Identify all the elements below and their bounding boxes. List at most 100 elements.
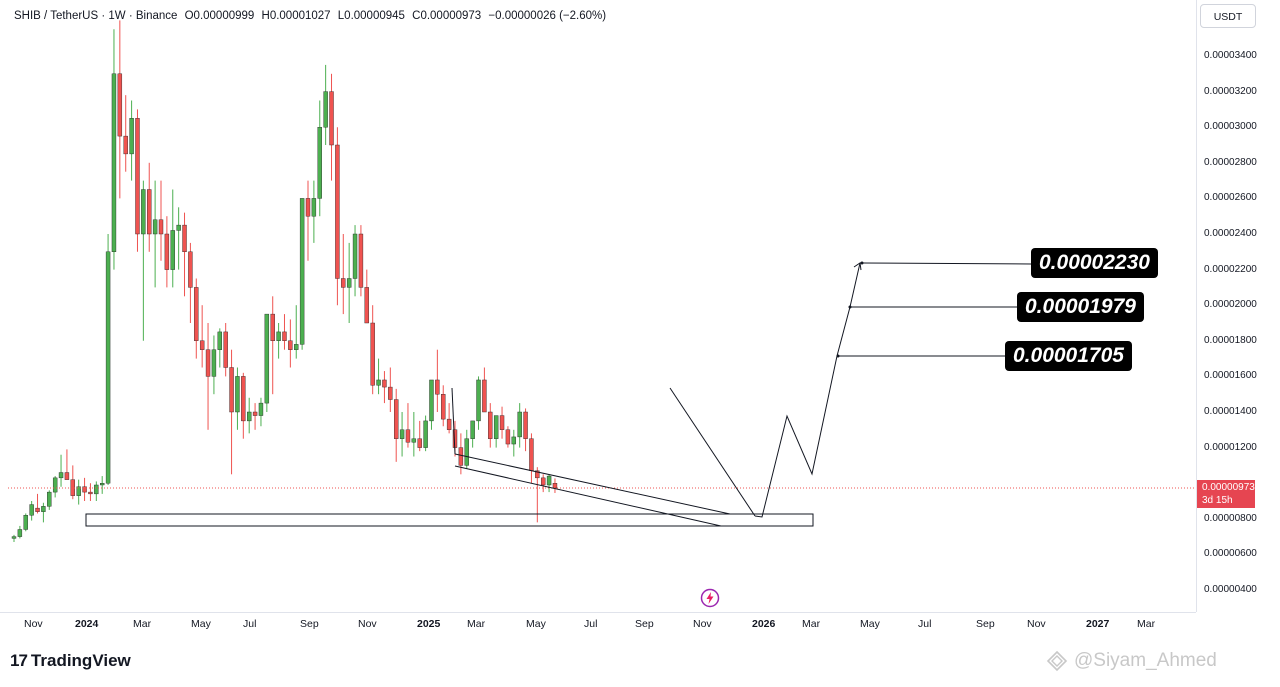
brand-name: TradingView	[30, 651, 131, 670]
price-tick: 0.00002600	[1204, 192, 1257, 204]
candle-body	[82, 486, 87, 493]
time-tick: Sep	[976, 618, 995, 630]
support-zone-box	[85, 513, 814, 527]
time-tick: Nov	[693, 618, 712, 630]
candle-body	[435, 379, 440, 395]
candle-body	[346, 278, 352, 288]
candle-body	[211, 349, 217, 377]
candle-body	[429, 379, 434, 422]
candle-body	[117, 73, 123, 137]
price-tick: 0.00002800	[1204, 156, 1257, 168]
candle-body	[194, 287, 199, 341]
currency-button[interactable]: USDT	[1200, 4, 1256, 28]
lightning-icon[interactable]	[700, 588, 720, 608]
time-tick: 2027	[1086, 618, 1110, 630]
candlestick-chart[interactable]	[8, 0, 1196, 612]
ohlc-close: C0.00000973	[412, 10, 482, 22]
time-axis[interactable]: Nov 2024 Mar May Jul Sep Nov 2025 Mar May Jul Sep No…	[0, 612, 1196, 635]
candle-body	[388, 386, 393, 400]
candle-body	[423, 420, 428, 448]
candle-body	[352, 233, 358, 279]
candle-body	[258, 402, 264, 416]
candle-body	[311, 198, 317, 217]
time-tick: Nov	[1027, 618, 1046, 630]
trend-line	[454, 453, 731, 515]
candle-body	[199, 340, 205, 350]
candle-body	[405, 429, 411, 443]
candle-body	[546, 475, 552, 486]
candle-body	[288, 340, 293, 350]
watermark: @Siyam_Ahmed	[1046, 650, 1217, 672]
candle-body	[335, 144, 340, 279]
watermark-text: @Siyam_Ahmed	[1074, 650, 1217, 671]
candle-body	[376, 379, 381, 386]
candle-body	[111, 73, 117, 253]
candle-body	[523, 411, 528, 439]
candle-body	[188, 251, 193, 288]
candle-body	[164, 233, 170, 270]
candle-body	[476, 379, 481, 422]
candle-body	[411, 438, 417, 443]
candle-body	[23, 515, 28, 530]
projection-path	[754, 262, 861, 518]
candle-body	[464, 438, 469, 466]
chart-pane[interactable]	[8, 0, 1196, 612]
candle-body	[535, 470, 540, 479]
candle-body	[364, 287, 369, 324]
time-tick: Sep	[635, 618, 654, 630]
time-tick: Mar	[133, 618, 152, 630]
time-tick: Jul	[918, 618, 932, 630]
tradingview-logo-icon: 17	[10, 651, 28, 670]
candle-body	[11, 536, 17, 539]
candle-body	[399, 429, 405, 439]
time-tick: Mar	[467, 618, 486, 630]
symbol-name[interactable]: SHIB / TetherUS · 1W · Binance	[14, 10, 178, 22]
target-label-2: 0.00001979	[1017, 292, 1144, 322]
trend-line	[454, 465, 722, 527]
candle-body	[147, 189, 152, 235]
candle-body	[552, 483, 558, 489]
candle-body	[47, 491, 52, 507]
candle-body	[176, 224, 181, 231]
price-tick: 0.00001400	[1204, 406, 1257, 417]
price-tick: 0.00002200	[1204, 263, 1257, 275]
price-tick: 0.00000800	[1204, 512, 1257, 524]
price-tick: 0.00001200	[1204, 441, 1257, 453]
candle-body	[329, 91, 334, 146]
candle-body	[141, 189, 146, 235]
time-tick: 2024	[75, 618, 99, 630]
time-tick: Nov	[24, 618, 43, 630]
candle-body	[152, 219, 158, 235]
candle-body	[235, 376, 240, 413]
last-price-label: 0.00000973 3d 15h	[1197, 480, 1255, 508]
ohlc-high: H0.00001027	[261, 10, 331, 22]
candle-body	[229, 367, 234, 413]
candle-body	[35, 507, 40, 512]
symbol-header: SHIB / TetherUS · 1W · Binance O0.000009…	[14, 10, 610, 22]
candle-body	[76, 486, 81, 496]
candle-body	[246, 411, 252, 422]
candle-body	[29, 504, 34, 516]
candle-body	[170, 230, 175, 270]
time-tick: May	[191, 618, 211, 630]
candle-body	[41, 506, 46, 512]
candle-body	[270, 313, 275, 342]
candle-body	[135, 118, 140, 235]
trend-line	[669, 387, 756, 517]
candle-body	[382, 379, 387, 388]
trend-line	[451, 387, 456, 455]
price-axis[interactable]	[1196, 0, 1280, 612]
time-tick: Jul	[584, 618, 598, 630]
candle-body	[458, 447, 464, 466]
candle-body	[223, 331, 228, 368]
target-label-1: 0.00002230	[1031, 248, 1158, 278]
price-tick: 0.00000600	[1204, 548, 1257, 560]
time-tick: Mar	[1137, 618, 1156, 630]
tradingview-logo[interactable]: 17 TradingView	[10, 651, 131, 671]
candle-body	[394, 399, 399, 439]
candle-body	[341, 278, 346, 288]
candle-body	[17, 529, 23, 537]
candle-body	[129, 118, 134, 155]
candle-body	[88, 491, 93, 495]
time-tick: Nov	[358, 618, 377, 630]
